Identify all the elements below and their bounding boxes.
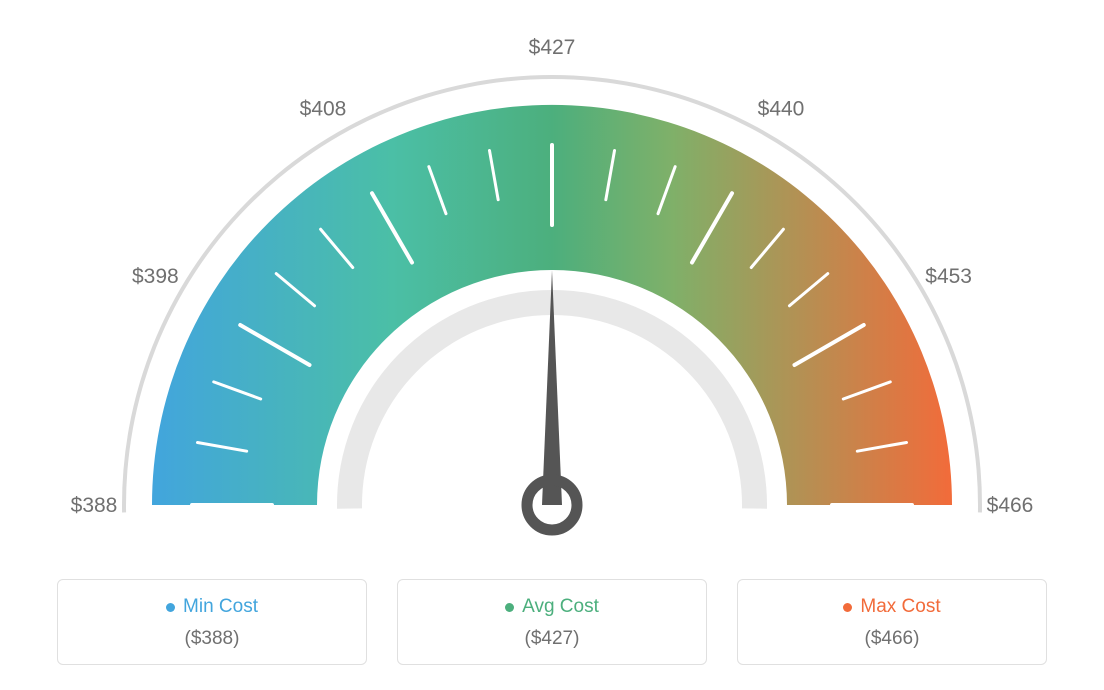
legend-min-value: ($388) bbox=[58, 628, 366, 650]
legend-min-label: Min Cost bbox=[183, 596, 258, 618]
svg-text:$398: $398 bbox=[132, 265, 179, 288]
svg-text:$440: $440 bbox=[758, 97, 805, 120]
legend-max-label: Max Cost bbox=[860, 596, 940, 618]
svg-text:$453: $453 bbox=[925, 265, 972, 288]
legend-min-box: Min Cost ($388) bbox=[57, 579, 367, 665]
legend-min-title: Min Cost bbox=[58, 596, 366, 618]
max-dot bbox=[843, 603, 852, 612]
svg-text:$408: $408 bbox=[300, 97, 347, 120]
min-dot bbox=[166, 603, 175, 612]
svg-text:$466: $466 bbox=[987, 494, 1034, 517]
legend-max-value: ($466) bbox=[738, 628, 1046, 650]
legend-avg-title: Avg Cost bbox=[398, 596, 706, 618]
legend-max-box: Max Cost ($466) bbox=[737, 579, 1047, 665]
gauge-chart: $388 $398 $408 $427 $440 $453 $466 bbox=[0, 0, 1104, 560]
avg-dot bbox=[505, 603, 514, 612]
legend-avg-value: ($427) bbox=[398, 628, 706, 650]
gauge-svg: $388 $398 $408 $427 $440 $453 $466 bbox=[0, 0, 1104, 560]
svg-text:$427: $427 bbox=[529, 36, 576, 59]
legend-max-title: Max Cost bbox=[738, 596, 1046, 618]
svg-text:$388: $388 bbox=[71, 494, 118, 517]
legend: Min Cost ($388) Avg Cost ($427) Max Cost… bbox=[0, 579, 1104, 665]
legend-avg-label: Avg Cost bbox=[522, 596, 599, 618]
legend-avg-box: Avg Cost ($427) bbox=[397, 579, 707, 665]
